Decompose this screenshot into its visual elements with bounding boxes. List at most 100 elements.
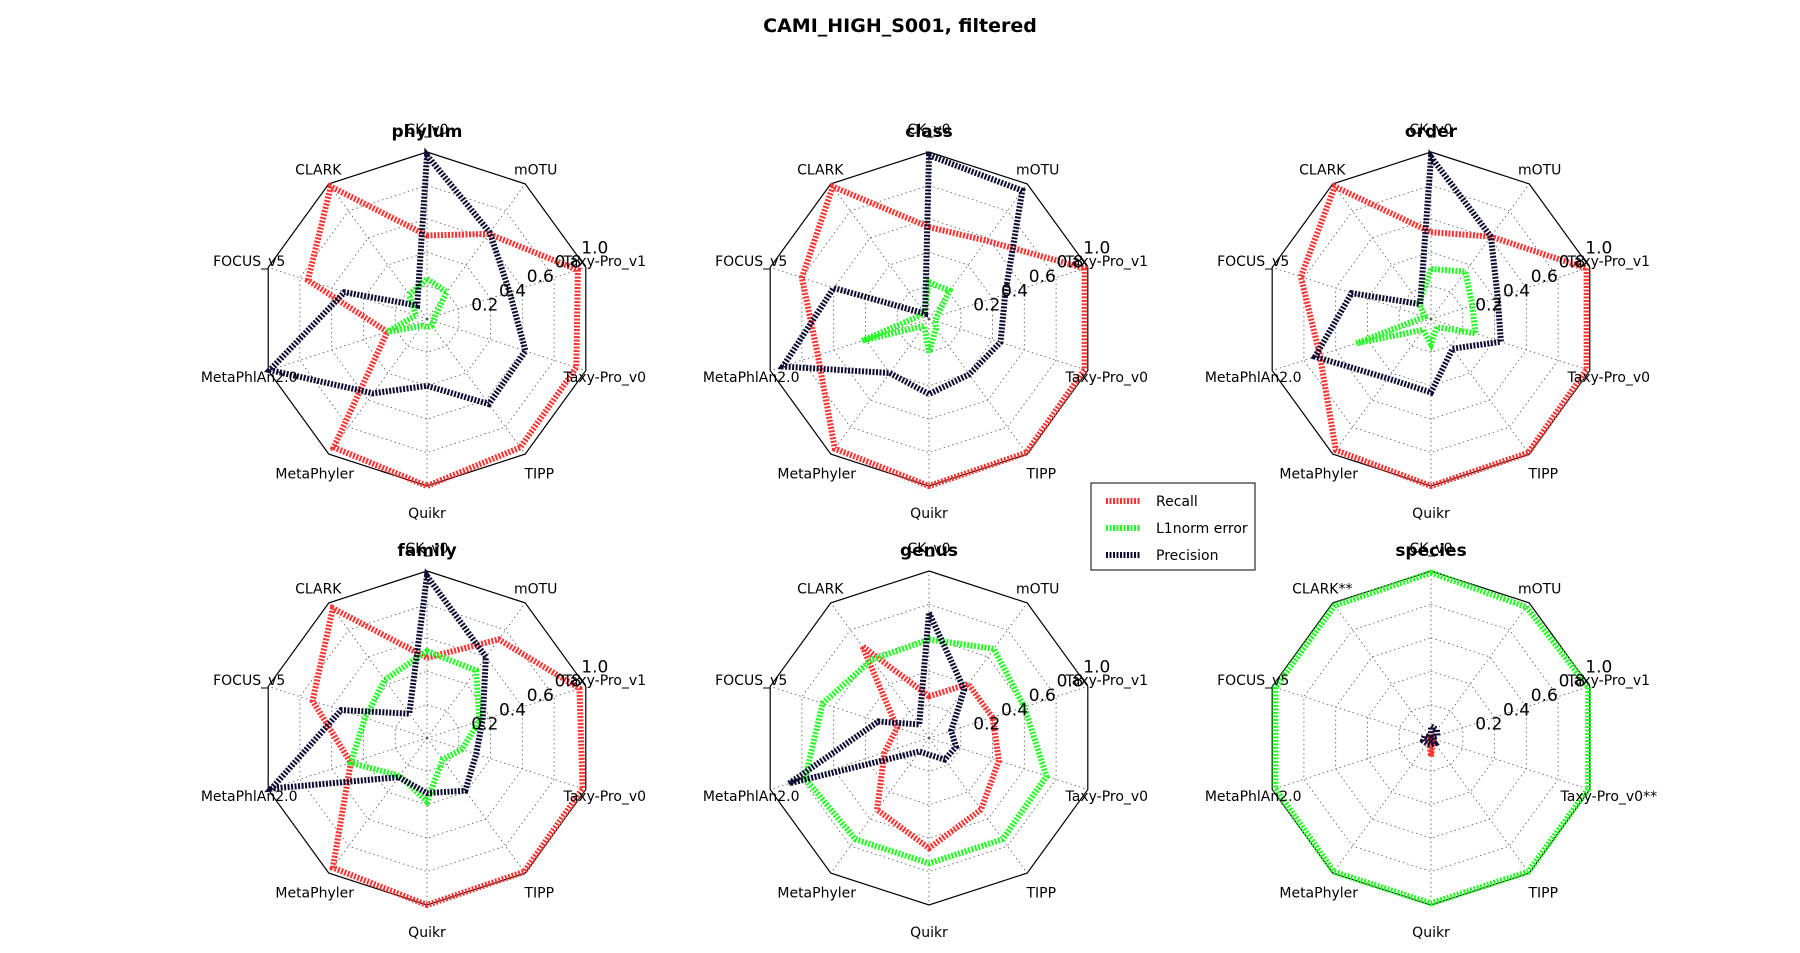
radar-panel-genus: 0.20.40.60.81.0 CK_v0 mOTU Taxy-Pro_v1 Taxy-… <box>703 541 1148 941</box>
radial-tick-label: 0.6 <box>1531 686 1558 706</box>
category-label: MetaPhlAn2.0 <box>201 370 298 386</box>
grid-ring <box>865 670 993 806</box>
grid-spoke <box>770 686 930 739</box>
category-label: Quikr <box>408 506 446 522</box>
category-label: TIPP <box>1026 467 1057 483</box>
grid-spoke <box>426 267 586 320</box>
grid-spoke <box>928 318 1028 455</box>
category-label: Taxy-Pro_v1 <box>1567 254 1651 270</box>
panel-title: genus <box>900 541 958 561</box>
grid-spoke <box>1430 183 1530 320</box>
grid-spoke <box>770 318 930 371</box>
grid-spoke <box>268 267 428 320</box>
category-label: MetaPhyler <box>1279 467 1358 483</box>
radial-tick-label: 0.8 <box>1057 672 1084 692</box>
panel-title: family <box>397 541 456 561</box>
series-recall <box>855 636 1002 852</box>
category-label: CLARK** <box>1292 581 1352 597</box>
category-label: Taxy-Pro_v1 <box>563 673 647 689</box>
category-label: Quikr <box>910 506 948 522</box>
radar-panel-species: 0.20.40.60.81.0 CK_v0 mOTU Taxy-Pro_v1 Taxy-… <box>1205 541 1657 941</box>
category-label: Taxy-Pro_v1 <box>563 254 647 270</box>
panel-title: phylum <box>392 122 463 142</box>
series-precision <box>263 147 529 408</box>
radial-tick-label: 0.2 <box>973 715 1000 735</box>
category-label: Taxy-Pro_v1 <box>1567 673 1651 689</box>
category-label: mOTU <box>514 162 557 178</box>
series-precision <box>264 568 489 797</box>
category-label: MetaPhyler <box>777 467 856 483</box>
category-label: mOTU <box>514 581 557 597</box>
category-label: mOTU <box>1016 162 1059 178</box>
radial-tick-label: 0.4 <box>499 700 526 720</box>
series-precision <box>1419 720 1441 748</box>
grid-spoke <box>928 318 1088 371</box>
legend: Recall L1norm error Precision <box>1090 482 1256 571</box>
radial-tick-label: 0.2 <box>1475 296 1502 316</box>
radial-tick-label: 0.6 <box>1531 267 1558 287</box>
radial-tick-label: 0.8 <box>1559 672 1586 692</box>
radial-tick-label: 1.0 <box>1585 238 1612 258</box>
grid-ring <box>394 704 460 772</box>
series-l1norm-error <box>861 278 954 354</box>
radar-panels: 0.20.40.60.81.0CK_v0mOTUTaxy-Pro_v1Taxy-… <box>201 122 1657 941</box>
grid-spoke <box>1430 737 1590 790</box>
panel-title: species <box>1395 541 1466 561</box>
category-label: FOCUS_v5 <box>1217 673 1289 689</box>
radial-tick-label: 1.0 <box>1585 657 1612 677</box>
category-label: mOTU <box>1016 581 1059 597</box>
category-label: Taxy-Pro_v0 <box>1567 370 1651 386</box>
category-label: TIPP <box>1026 886 1057 902</box>
category-label: Quikr <box>910 925 948 941</box>
legend-label: Precision <box>1156 548 1218 564</box>
radial-tick-label: 0.4 <box>499 281 526 301</box>
grid-spoke <box>268 686 428 739</box>
radial-tick-label: 1.0 <box>1083 238 1110 258</box>
grid-spoke <box>328 737 428 874</box>
grid-spoke <box>268 737 428 790</box>
outer-frame <box>769 570 1089 906</box>
series-l1norm-error <box>346 647 483 807</box>
radial-tick-label: 1.0 <box>1083 657 1110 677</box>
grid-spoke <box>1332 737 1432 874</box>
radial-tick-label: 1.0 <box>581 238 608 258</box>
radial-tick-label: 0.2 <box>471 715 498 735</box>
radial-tick-label: 0.6 <box>1029 686 1056 706</box>
grid-spoke <box>1272 267 1432 320</box>
radial-tick-label: 0.6 <box>527 267 554 287</box>
panel-title: class <box>905 122 953 142</box>
grid-spoke <box>928 602 1028 739</box>
category-label: Taxy-Pro_v0 <box>1065 370 1149 386</box>
radial-tick-label: 0.8 <box>555 253 582 273</box>
category-label: CK_v0 <box>1409 541 1452 557</box>
category-label: MetaPhyler <box>275 886 354 902</box>
grid-spoke <box>1272 318 1432 371</box>
category-label: CLARK <box>1299 162 1346 178</box>
grid-spoke <box>1430 686 1590 739</box>
grid-spoke <box>426 737 586 790</box>
category-label: Taxy-Pro_v1 <box>1065 673 1149 689</box>
category-label: FOCUS_v5 <box>213 673 285 689</box>
category-label: Taxy-Pro_v0 <box>563 789 647 805</box>
grid-spoke <box>770 267 930 320</box>
category-label: MetaPhlAn2.0 <box>703 789 800 805</box>
panel-title: order <box>1405 122 1458 142</box>
grid-spoke <box>770 737 930 790</box>
grid-spoke <box>426 318 586 371</box>
category-label: FOCUS_v5 <box>715 254 787 270</box>
category-label: Taxy-Pro_v0 <box>1065 789 1149 805</box>
grid-ring <box>363 670 491 806</box>
grid-spoke <box>1272 686 1432 739</box>
category-label: CK_v0 <box>405 122 448 138</box>
grid-ring <box>1367 251 1495 387</box>
category-label: Taxy-Pro_v1 <box>1065 254 1149 270</box>
grid-ring <box>363 251 491 387</box>
legend-label: Recall <box>1156 494 1198 510</box>
radial-tick-label: 0.4 <box>1503 700 1530 720</box>
category-label: FOCUS_v5 <box>1217 254 1289 270</box>
category-label: CLARK <box>797 162 844 178</box>
grid-spoke <box>1332 318 1432 455</box>
radar-panel-phylum: 0.20.40.60.81.0 CK_v0 mOTU Taxy-Pro_v1 Taxy-… <box>201 122 646 522</box>
grid-ring <box>896 704 962 772</box>
